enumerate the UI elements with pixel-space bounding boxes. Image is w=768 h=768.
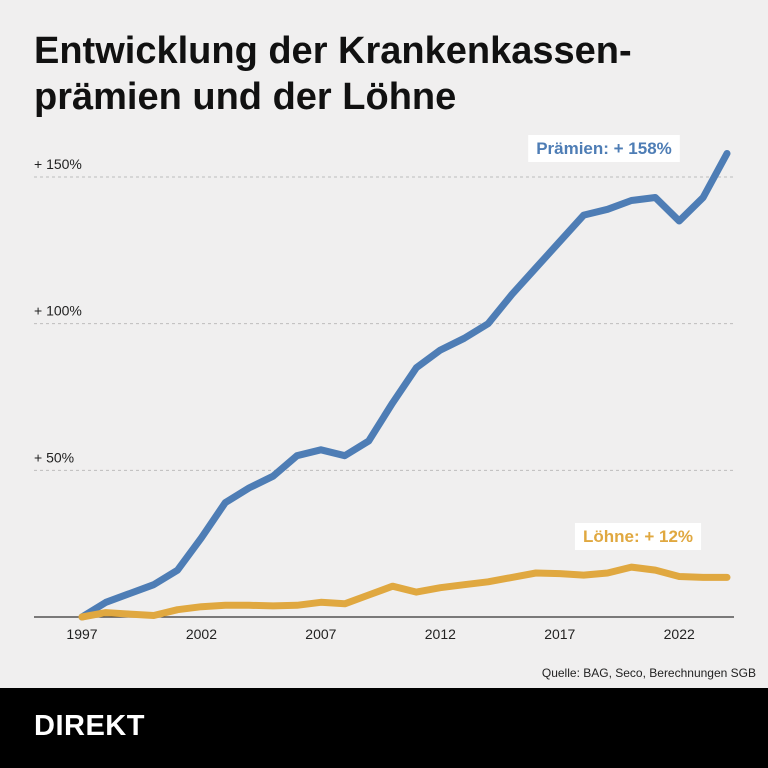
x-tick-label-4: 2017 [544,626,575,642]
chart-title-line-1: Entwicklung der Krankenkassen- [34,30,632,72]
line-chart: + 50% + 100% + 150% 1997 2002 2007 2012 2017 202… [34,135,734,642]
x-tick-label-5: 2022 [664,626,695,642]
source-note: Quelle: BAG, Seco, Berechnungen SGB [541,666,756,680]
footer-bar: DIREKT [0,688,768,768]
series-label-box-löhne [574,523,702,550]
series-label-prämien: Prämien: + 158% [536,139,672,158]
x-tick-label-3: 2012 [425,626,456,642]
brand-logo: DIREKT [34,710,145,742]
chart-title: Entwicklung der Krankenkassen- prämien u… [34,28,734,120]
x-tick-label-0: 1997 [66,626,97,642]
series-line-löhne [78,563,731,621]
y-tick-label-0: + 50% [34,449,74,465]
y-tick-label-1: + 100% [34,303,82,319]
x-tick-label-2: 2007 [305,626,336,642]
chart-title-line-2: prämien und der Löhne [34,76,457,118]
series-label-löhne: Löhne: + 12% [583,527,693,546]
series-label-box-prämien [528,135,680,162]
x-tick-label-1: 2002 [186,626,217,642]
y-tick-label-2: + 150% [34,156,82,172]
series-line-prämien [78,150,731,621]
